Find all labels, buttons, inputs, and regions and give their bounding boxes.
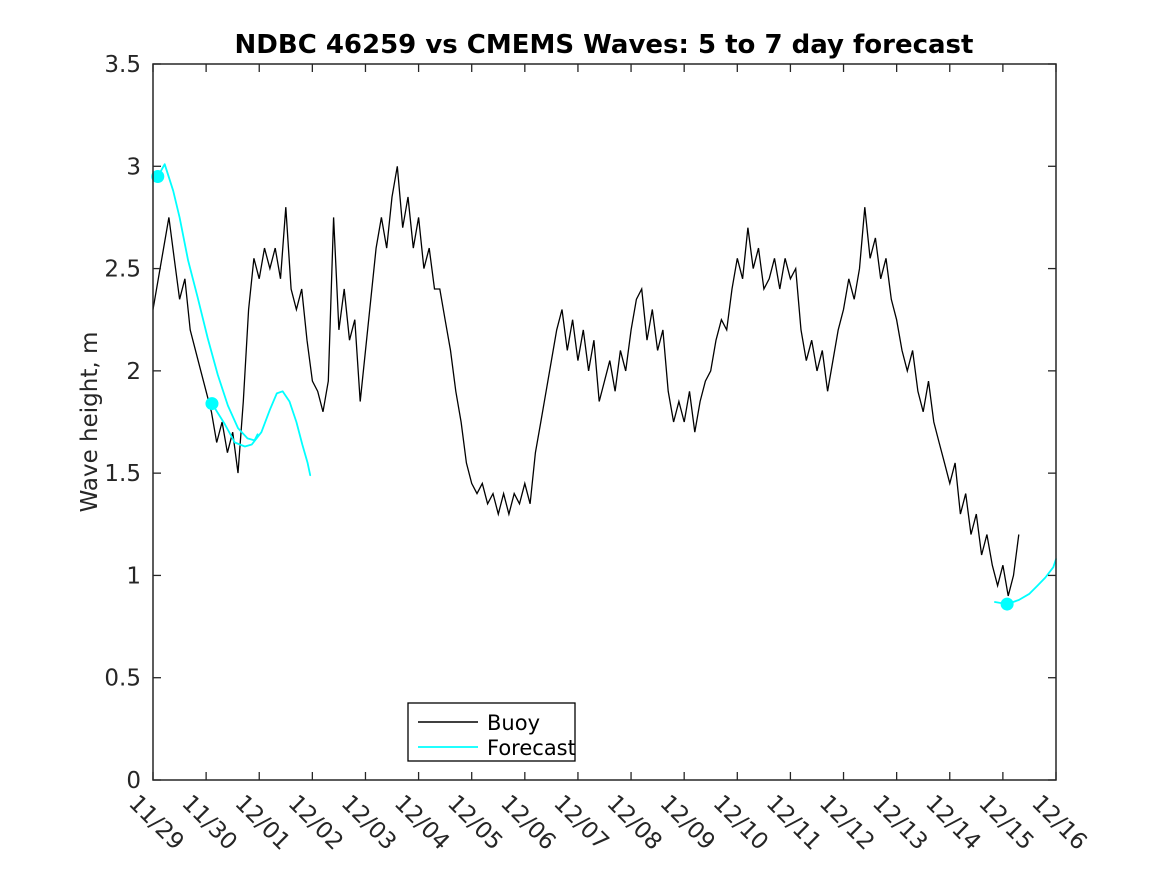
forecast-line-segment: [211, 390, 312, 477]
buoy-line: [152, 166, 1020, 597]
forecast-start-marker: [1000, 597, 1014, 611]
y-tick-label: 0: [126, 768, 141, 794]
y-tick-label: 3: [126, 154, 141, 180]
y-tick-labels: 0 0.5 1 1.5 2 2.5 3 3.5: [104, 52, 141, 794]
forecast-start-marker: [205, 397, 219, 411]
y-tick-label: 2.5: [104, 257, 141, 283]
y-tick-label: 3.5: [104, 52, 141, 78]
y-tick-label: 2: [126, 359, 141, 385]
legend: Buoy Forecast: [407, 702, 576, 762]
y-tick-label: 1.5: [104, 461, 141, 487]
y-tick-label: 1: [126, 563, 141, 589]
chart-title: NDBC 46259 vs CMEMS Waves: 5 to 7 day fo…: [235, 30, 974, 60]
legend-label-buoy: Buoy: [487, 711, 540, 735]
y-tick-label: 0.5: [104, 666, 141, 692]
legend-box: [407, 702, 576, 762]
legend-label-forecast: Forecast: [487, 736, 576, 760]
forecast-start-marker: [151, 170, 165, 184]
y-axis-label: Wave height, m: [77, 332, 103, 513]
forecast-line-segment: [156, 163, 259, 442]
plot-box-border: [152, 63, 1057, 781]
data-series: [151, 163, 1057, 611]
